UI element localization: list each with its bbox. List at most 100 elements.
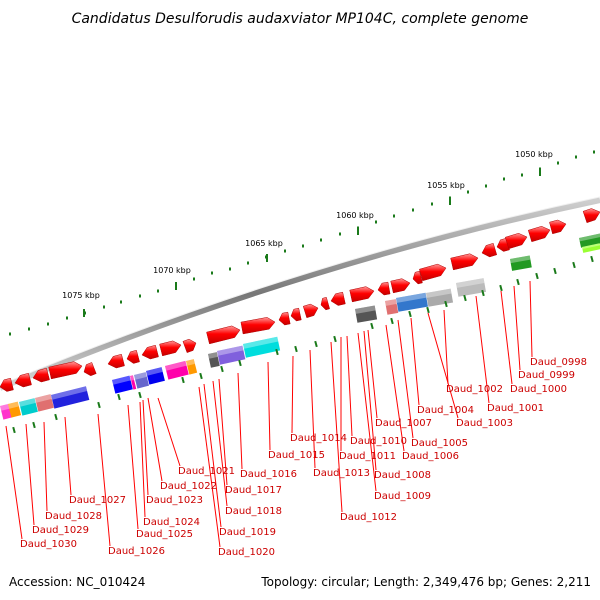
gene-arrow: [330, 291, 346, 306]
position-ticks: [9, 150, 595, 336]
domain-block: [355, 305, 378, 323]
gene-label: Daud_1011: [339, 451, 396, 462]
tick-major: [357, 227, 359, 235]
gene-arrow: [83, 362, 97, 377]
tick-dot: [139, 294, 141, 298]
gene-label: Daud_1002: [446, 384, 503, 395]
inner-tick: [333, 335, 337, 343]
gene-arrow: [504, 232, 528, 250]
tick-dot: [575, 155, 577, 159]
tick-major: [449, 197, 451, 205]
kbp-label: 1070 kbp: [153, 266, 191, 275]
gene-label: Daud_1015: [268, 450, 325, 461]
leader-line: [147, 397, 163, 482]
tick-dot: [9, 332, 11, 336]
inner-tick: [572, 261, 576, 269]
inner-tick: [32, 421, 36, 429]
inner-tick: [294, 345, 298, 353]
tick-dot: [431, 202, 433, 206]
leader-line: [203, 383, 222, 528]
leader-line: [346, 335, 353, 437]
gene-arrow: [141, 344, 159, 360]
accession-text: Accession: NC_010424: [9, 575, 145, 589]
inner-tick: [444, 300, 448, 308]
gene-label: Daud_1009: [374, 491, 431, 502]
domain-block: [19, 398, 38, 416]
leader-line: [397, 319, 414, 439]
tick-dot: [28, 327, 30, 331]
gene-label: Daud_1008: [374, 470, 431, 481]
leader-line: [475, 295, 490, 404]
domain-block: [385, 299, 399, 315]
domain-block: [146, 367, 165, 385]
domain-block: [165, 360, 189, 380]
gene-arrow: [450, 253, 479, 271]
domain-block: [51, 386, 90, 409]
gene-arrow: [107, 353, 125, 369]
gene-arrow: [349, 286, 375, 303]
domain-block: [130, 375, 137, 390]
leader-line: [309, 349, 316, 469]
leader-line: [443, 309, 449, 385]
domain-block: [186, 359, 198, 375]
tick-dot: [284, 249, 286, 253]
gene-arrow: [390, 278, 411, 294]
leader-line: [410, 317, 420, 406]
gene-arrow: [549, 219, 567, 235]
gene-arrow: [481, 242, 498, 258]
gene-label: Daud_1027: [69, 495, 126, 506]
leader-line: [267, 361, 271, 451]
inner-tick: [238, 359, 242, 367]
gene-label: Daud_1001: [487, 403, 544, 414]
tick-dot: [593, 150, 595, 154]
gene-label: Daud_1020: [218, 547, 275, 558]
tick-dot: [320, 238, 322, 242]
inner-tick: [499, 284, 503, 292]
leader-line: [212, 380, 228, 507]
kbp-label: 1060 kbp: [336, 211, 374, 220]
leader-line: [25, 423, 35, 526]
inner-tick: [390, 317, 394, 325]
domain-block: [7, 401, 22, 418]
tick-dot: [302, 244, 304, 248]
gene-label: Daud_1006: [402, 451, 459, 462]
tick-dot: [103, 305, 105, 309]
gene-label: Daud_1022: [160, 481, 217, 492]
gene-label: Daud_1010: [350, 436, 407, 447]
leader-line: [500, 290, 513, 385]
tick-dot: [66, 316, 68, 320]
domain-block: [243, 336, 281, 358]
gene-labels: Daud_0998 Daud_0999 Daud_1000 Daud_1001 Daud…: [20, 357, 587, 558]
gene-label: Daud_1000: [510, 384, 567, 395]
gene-label: Daud_1023: [146, 495, 203, 506]
leader-line: [64, 416, 72, 496]
gene-label: Daud_1026: [108, 546, 165, 557]
gene-arrow: [240, 317, 276, 335]
gene-arrow: [290, 307, 302, 322]
gene-label: Daud_0999: [518, 370, 575, 381]
inner-tick: [535, 272, 539, 280]
leader-line: [218, 378, 228, 486]
gene-label: Daud_1003: [456, 418, 513, 429]
domain-block: [396, 292, 428, 312]
leader-line: [142, 399, 149, 496]
inner-tick: [426, 306, 430, 314]
gene-label: Daud_1014: [290, 433, 347, 444]
gene-label: Daud_1030: [20, 539, 77, 550]
tick-dot: [467, 190, 469, 194]
gene-label: Daud_1019: [219, 527, 276, 538]
leader-line: [198, 386, 221, 548]
inner-tick: [12, 426, 16, 434]
gene-arrow: [206, 325, 241, 345]
tick-dot: [412, 208, 414, 212]
leader-line: [385, 324, 405, 452]
domain-track: [0, 233, 600, 420]
leader-line: [357, 332, 377, 492]
tick-major: [539, 168, 541, 176]
backbone: [0, 196, 600, 391]
tick-dot: [247, 261, 249, 265]
leader-line: [97, 413, 111, 547]
tick-dot: [503, 177, 505, 181]
leader-line: [330, 341, 343, 513]
